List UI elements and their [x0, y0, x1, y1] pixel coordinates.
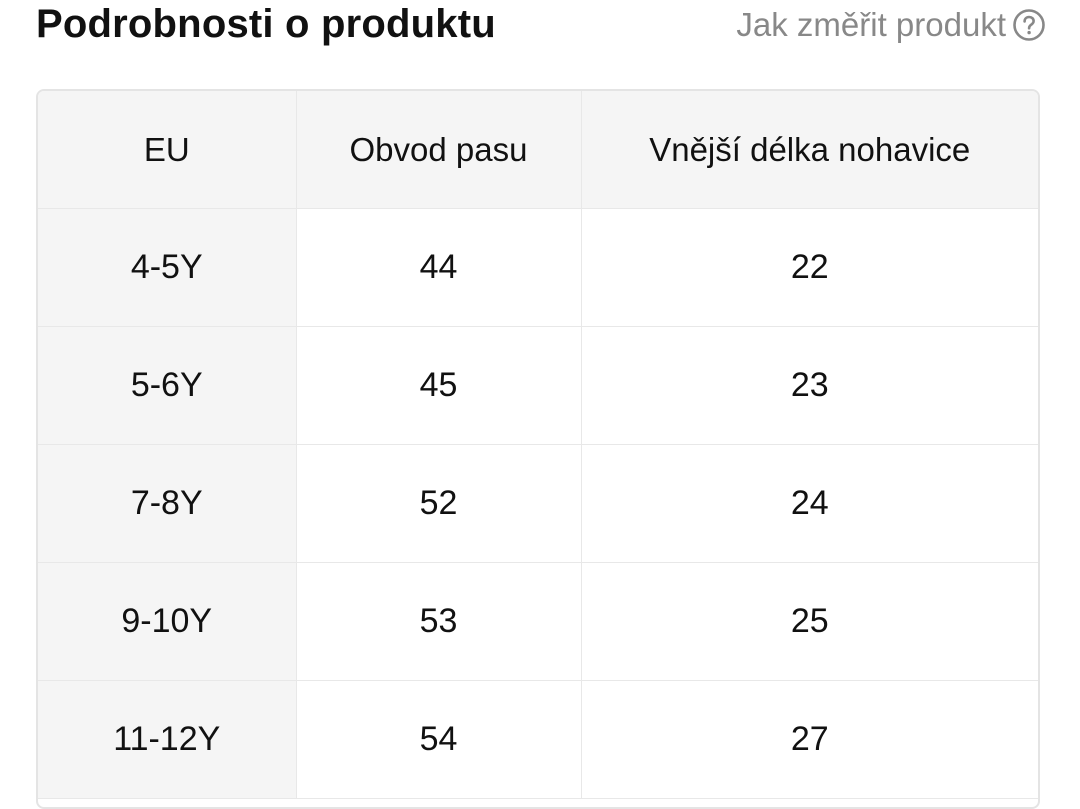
size-cell: 9-10Y — [38, 562, 297, 681]
waist-cell: 54 — [296, 680, 582, 799]
waist-cell: 45 — [296, 326, 582, 445]
outseam-cell: 23 — [581, 326, 1038, 445]
table-row: 9-10Y 53 25 — [38, 562, 1038, 681]
column-header-outseam: Vnější délka nohavice — [581, 91, 1038, 209]
how-to-measure-label: Jak změřit produkt — [736, 6, 1006, 43]
waist-cell: 44 — [296, 208, 582, 327]
size-cell: 5-6Y — [38, 326, 297, 445]
outseam-cell: 22 — [581, 208, 1038, 327]
header: Podrobnosti o produktu Jak změřit produk… — [36, 0, 1046, 52]
size-table-container: EU Obvod pasu Vnější délka nohavice 4-5Y… — [36, 89, 1040, 809]
size-cell: 4-5Y — [38, 208, 297, 327]
outseam-cell: 27 — [581, 680, 1038, 799]
outseam-cell: 24 — [581, 444, 1038, 563]
size-cell: 7-8Y — [38, 444, 297, 563]
table-row: 4-5Y 44 22 — [38, 208, 1038, 327]
size-cell: 11-12Y — [38, 680, 297, 799]
table-header-row: EU Obvod pasu Vnější délka nohavice — [38, 91, 1038, 209]
table-row: 5-6Y 45 23 — [38, 326, 1038, 445]
size-table: EU Obvod pasu Vnější délka nohavice 4-5Y… — [38, 91, 1038, 799]
outseam-cell: 25 — [581, 562, 1038, 681]
how-to-measure-link[interactable]: Jak změřit produkt — [736, 6, 1046, 44]
table-row: 11-12Y 54 27 — [38, 680, 1038, 799]
column-header-eu: EU — [38, 91, 297, 209]
question-circle-icon[interactable] — [1012, 8, 1046, 42]
waist-cell: 53 — [296, 562, 582, 681]
table-row: 7-8Y 52 24 — [38, 444, 1038, 563]
page-title: Podrobnosti o produktu — [36, 2, 496, 46]
column-header-waist: Obvod pasu — [296, 91, 582, 209]
waist-cell: 52 — [296, 444, 582, 563]
